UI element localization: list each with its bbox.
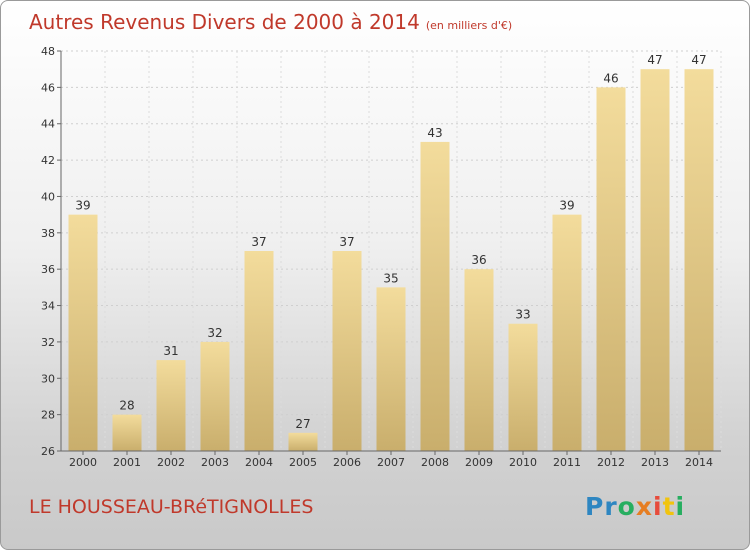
bar-value-label: 39 (75, 199, 90, 213)
chart-unit: (en milliers d'€) (425, 19, 513, 32)
logo-letter: r (604, 492, 618, 521)
y-tick-label: 30 (41, 372, 55, 385)
logo-letter: t (662, 492, 676, 521)
bar (244, 251, 274, 451)
logo-letter: o (617, 492, 636, 521)
logo-letter: i (675, 492, 686, 521)
x-tick-label: 2003 (201, 456, 229, 469)
y-tick-label: 40 (41, 190, 55, 203)
location-label: LE HOUSSEAU-BRéTIGNOLLES (29, 496, 314, 518)
y-tick-label: 26 (41, 445, 55, 458)
x-tick-label: 2000 (69, 456, 97, 469)
proxiti-logo: Proxiti (585, 492, 685, 521)
bar (464, 269, 494, 451)
y-tick-label: 36 (41, 263, 55, 276)
bar-value-label: 37 (251, 235, 266, 249)
x-tick-label: 2014 (685, 456, 713, 469)
y-tick-label: 46 (41, 81, 55, 94)
bar-value-label: 36 (471, 253, 486, 267)
bar (68, 214, 98, 451)
bar-value-label: 37 (339, 235, 354, 249)
x-tick-label: 2007 (377, 456, 405, 469)
x-tick-label: 2005 (289, 456, 317, 469)
bar-value-label: 27 (295, 417, 310, 431)
bar (288, 432, 318, 451)
y-tick-label: 48 (41, 45, 55, 58)
x-tick-label: 2010 (509, 456, 537, 469)
x-tick-label: 2009 (465, 456, 493, 469)
bar-value-label: 35 (383, 271, 398, 285)
x-tick-label: 2001 (113, 456, 141, 469)
bar-value-label: 43 (427, 126, 442, 140)
x-tick-label: 2013 (641, 456, 669, 469)
y-tick-label: 32 (41, 336, 55, 349)
bar (420, 141, 450, 451)
y-tick-label: 28 (41, 409, 55, 422)
logo-letter: P (585, 492, 605, 521)
x-tick-label: 2008 (421, 456, 449, 469)
bar (112, 414, 142, 451)
bar-value-label: 47 (647, 53, 662, 67)
x-tick-label: 2012 (597, 456, 625, 469)
x-tick-label: 2006 (333, 456, 361, 469)
bar (684, 69, 714, 451)
bar-value-label: 32 (207, 326, 222, 340)
bar (200, 341, 230, 451)
y-tick-label: 34 (41, 300, 55, 313)
bar (596, 87, 626, 451)
bar (332, 251, 362, 451)
x-tick-label: 2004 (245, 456, 273, 469)
bar-value-label: 46 (603, 71, 618, 85)
logo-letter: x (635, 492, 653, 521)
bar (640, 69, 670, 451)
bar (376, 287, 406, 451)
y-tick-label: 42 (41, 154, 55, 167)
bar-value-label: 31 (163, 344, 178, 358)
bar-value-label: 39 (559, 199, 574, 213)
bar-value-label: 33 (515, 308, 530, 322)
bar (156, 360, 186, 451)
x-tick-label: 2011 (553, 456, 581, 469)
y-tick-label: 44 (41, 118, 55, 131)
bar-value-label: 47 (691, 53, 706, 67)
logo-letter: i (653, 492, 663, 521)
bar (508, 323, 538, 451)
y-tick-label: 38 (41, 227, 55, 240)
chart-title: Autres Revenus Divers de 2000 à 2014 (en … (29, 10, 512, 34)
bar (552, 214, 582, 451)
chart-title-text: Autres Revenus Divers de 2000 à 2014 (29, 10, 420, 34)
x-tick-label: 2002 (157, 456, 185, 469)
bar-value-label: 28 (119, 399, 134, 413)
